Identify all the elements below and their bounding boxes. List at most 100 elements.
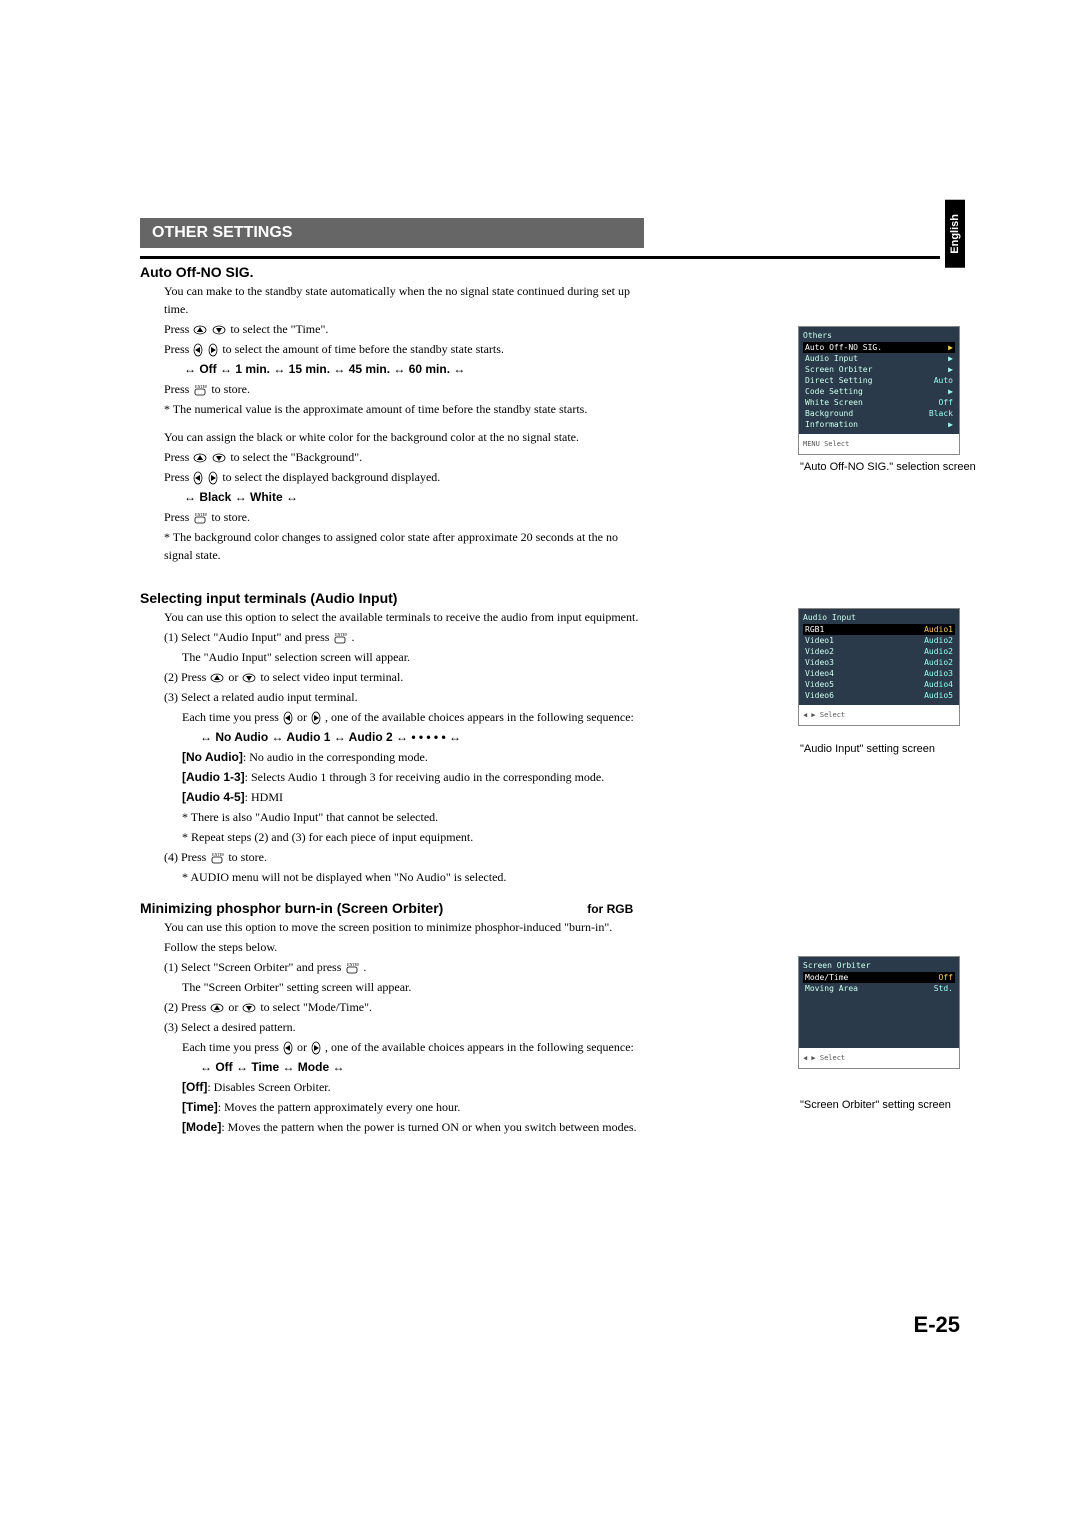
text: Each time you press bbox=[182, 710, 282, 724]
text: , one of the available choices appears i… bbox=[325, 1040, 634, 1054]
def-label: [Mode] bbox=[182, 1120, 221, 1134]
language-tab: English bbox=[945, 200, 965, 268]
heading-audio-input: Selecting input terminals (Audio Input) bbox=[140, 590, 640, 606]
caption-auto-off: "Auto Off-NO SIG." selection screen bbox=[800, 460, 980, 474]
text: to store. bbox=[211, 510, 250, 524]
def-label: [Off] bbox=[182, 1080, 207, 1094]
svg-text:ENTER: ENTER bbox=[212, 852, 224, 857]
text: (1) Select "Audio Input" and press bbox=[164, 630, 332, 644]
section-banner: OTHER SETTINGS bbox=[140, 218, 644, 248]
text: to store. bbox=[211, 382, 250, 396]
menu-item: Screen Orbiter▶ bbox=[803, 364, 955, 375]
menu-item: Direct SettingAuto bbox=[803, 375, 955, 386]
caption-screen-orbiter: "Screen Orbiter" setting screen bbox=[800, 1098, 980, 1112]
text: * There is also "Audio Input" that canno… bbox=[182, 808, 640, 826]
svg-text:ENTER: ENTER bbox=[195, 512, 207, 517]
up-icon bbox=[210, 1003, 224, 1013]
text: You can make to the standby state automa… bbox=[164, 282, 640, 318]
text: or bbox=[297, 710, 310, 724]
def-label: [No Audio] bbox=[182, 750, 243, 764]
body-screen-orbiter: You can use this option to move the scre… bbox=[164, 918, 640, 1136]
text: (2) Press bbox=[164, 1000, 209, 1014]
menu-item: Video2Audio2 bbox=[803, 646, 955, 657]
menu-item: Information▶ bbox=[803, 419, 955, 430]
sequence: ↔ Off ↔ 1 min. ↔ 15 min. ↔ 45 min. ↔ 60 … bbox=[184, 360, 640, 378]
heading-rgb-label: for RGB bbox=[587, 902, 633, 916]
text: (2) Press bbox=[164, 670, 209, 684]
down-icon bbox=[242, 1003, 256, 1013]
menu-item: White ScreenOff bbox=[803, 397, 955, 408]
right-icon bbox=[311, 711, 321, 725]
menu-item: Auto Off-NO SIG.▶ bbox=[803, 342, 955, 353]
menu-title: Screen Orbiter bbox=[803, 961, 955, 970]
up-icon bbox=[210, 673, 224, 683]
text: (3) Select a desired pattern. bbox=[164, 1018, 640, 1036]
body-audio-input: You can use this option to select the av… bbox=[164, 608, 640, 886]
text: (1) Select "Screen Orbiter" and press bbox=[164, 960, 344, 974]
text: * AUDIO menu will not be displayed when … bbox=[182, 868, 640, 886]
text: or bbox=[228, 1000, 241, 1014]
left-icon bbox=[193, 343, 203, 357]
sequence: ↔ Off ↔ Time ↔ Mode ↔ bbox=[200, 1058, 640, 1076]
enter-icon: ENTER bbox=[193, 512, 207, 524]
text: or bbox=[228, 670, 241, 684]
sequence: ↔ Black ↔ White ↔ bbox=[184, 488, 640, 506]
text: to select the amount of time before the … bbox=[222, 342, 504, 356]
text: Each time you press bbox=[182, 1040, 282, 1054]
text: You can use this option to select the av… bbox=[164, 608, 640, 626]
left-icon bbox=[193, 471, 203, 485]
right-icon bbox=[208, 343, 218, 357]
menu-item: BackgroundBlack bbox=[803, 408, 955, 419]
screenshot-audio-input: Audio Input RGB1Audio1Video1Audio2Video2… bbox=[798, 608, 960, 726]
sequence: ↔ No Audio ↔ Audio 1 ↔ Audio 2 ↔ • • • •… bbox=[200, 728, 640, 746]
text: , one of the available choices appears i… bbox=[325, 710, 634, 724]
text: (4) Press bbox=[164, 850, 209, 864]
menu-item: Audio Input▶ bbox=[803, 353, 955, 364]
menu-item: Code Setting▶ bbox=[803, 386, 955, 397]
heading-screen-orbiter: Minimizing phosphor burn-in (Screen Orbi… bbox=[140, 900, 640, 916]
menu-footer: MENU Select bbox=[799, 434, 959, 454]
text: to select the displayed background displ… bbox=[222, 470, 440, 484]
body-auto-off: You can make to the standby state automa… bbox=[164, 282, 640, 564]
svg-text:ENTER: ENTER bbox=[195, 384, 207, 389]
svg-text:ENTER: ENTER bbox=[347, 962, 359, 967]
left-icon bbox=[283, 711, 293, 725]
screenshot-screen-orbiter: Screen Orbiter Mode/TimeOffMoving AreaSt… bbox=[798, 956, 960, 1069]
heading-text: Minimizing phosphor burn-in (Screen Orbi… bbox=[140, 900, 443, 916]
def-label: [Audio 4-5] bbox=[182, 790, 245, 804]
text: to store. bbox=[228, 850, 267, 864]
def-label: [Time] bbox=[182, 1100, 218, 1114]
menu-item: Video5Audio4 bbox=[803, 679, 955, 690]
def-text: : No audio in the corresponding mode. bbox=[243, 750, 428, 764]
text: You can use this option to move the scre… bbox=[164, 918, 640, 936]
text: Press bbox=[164, 450, 192, 464]
menu-item: Video3Audio2 bbox=[803, 657, 955, 668]
text: to select the "Background". bbox=[230, 450, 362, 464]
menu-item: Video1Audio2 bbox=[803, 635, 955, 646]
text: (3) Select a related audio input termina… bbox=[164, 688, 640, 706]
text: to select "Mode/Time". bbox=[260, 1000, 372, 1014]
up-icon bbox=[193, 453, 207, 463]
menu-footer: ◀ ▶ Select bbox=[799, 1048, 959, 1068]
menu-item: RGB1Audio1 bbox=[803, 624, 955, 635]
enter-icon: ENTER bbox=[333, 632, 347, 644]
menu-item: Video4Audio3 bbox=[803, 668, 955, 679]
text: Follow the steps below. bbox=[164, 938, 640, 956]
enter-icon: ENTER bbox=[193, 384, 207, 396]
down-icon bbox=[212, 453, 226, 463]
text: Press bbox=[164, 322, 192, 336]
left-icon bbox=[283, 1041, 293, 1055]
def-text: : Selects Audio 1 through 3 for receivin… bbox=[245, 770, 605, 784]
screenshot-auto-off: Others Auto Off-NO SIG.▶Audio Input▶Scre… bbox=[798, 326, 960, 455]
text: Press bbox=[164, 510, 192, 524]
page-number: E-25 bbox=[914, 1312, 960, 1338]
menu-item: Moving AreaStd. bbox=[803, 983, 955, 994]
text: . bbox=[363, 960, 366, 974]
def-text: : Disables Screen Orbiter. bbox=[207, 1080, 330, 1094]
def-text: : Moves the pattern when the power is tu… bbox=[221, 1120, 636, 1134]
text: to select video input terminal. bbox=[260, 670, 403, 684]
text: or bbox=[297, 1040, 310, 1054]
text: * The background color changes to assign… bbox=[164, 528, 640, 564]
menu-item: Mode/TimeOff bbox=[803, 972, 955, 983]
text: Press bbox=[164, 382, 192, 396]
